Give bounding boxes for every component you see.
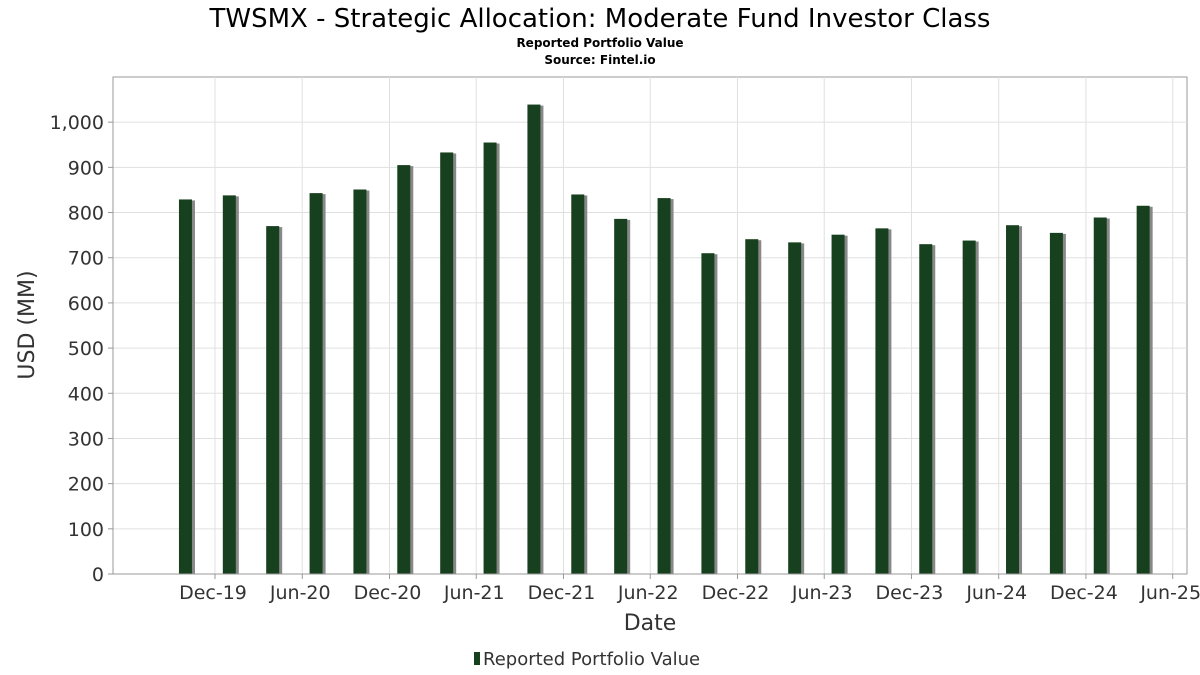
bar-fill	[1093, 217, 1107, 575]
x-tick-label: Jun-20	[269, 582, 331, 604]
chart-subtitle-1: Reported Portfolio Value	[516, 36, 683, 50]
x-tick-label: Jun-24	[965, 582, 1027, 604]
bar	[614, 218, 631, 574]
x-tick-label: Jun-22	[617, 582, 679, 604]
y-tick-label: 600	[68, 293, 104, 315]
bar-fill	[875, 228, 889, 575]
x-tick-label: Dec-21	[528, 582, 596, 604]
y-tick-label: 0	[92, 564, 104, 586]
y-ticks: 0 100 200 300 400 500 600 700 800 900 1,000	[50, 112, 113, 586]
legend-label: Reported Portfolio Value	[483, 649, 700, 670]
bar	[745, 239, 762, 574]
bar	[657, 198, 674, 574]
x-tick-label: Dec-22	[702, 582, 770, 604]
bar	[875, 228, 892, 575]
y-tick-label: 1,000	[50, 112, 104, 134]
bar-fill	[483, 142, 497, 574]
x-ticks: Dec-19 Jun-20 Dec-20 Jun-21 Dec-21 Jun-22 Dec-…	[179, 574, 1200, 604]
bar	[440, 152, 457, 574]
y-tick-label: 500	[68, 338, 104, 360]
x-tick-label: Dec-24	[1050, 582, 1118, 604]
legend-swatch	[474, 652, 480, 665]
bar	[1049, 232, 1066, 575]
y-tick-label: 700	[68, 248, 104, 270]
bar-fill	[440, 152, 454, 574]
bar	[919, 244, 936, 574]
y-axis-label: USD (MM)	[15, 270, 40, 379]
chart-title: TWSMX - Strategic Allocation: Moderate F…	[209, 4, 991, 34]
bar-fill	[1006, 225, 1020, 575]
bar-fill	[919, 244, 933, 574]
x-tick-label: Dec-20	[354, 582, 422, 604]
bar	[527, 104, 544, 574]
x-axis-label: Date	[624, 611, 677, 636]
chart-subtitle-2: Source: Fintel.io	[544, 53, 655, 67]
bar	[701, 253, 718, 574]
bars	[178, 104, 1153, 575]
y-tick-label: 300	[68, 428, 104, 450]
bar	[483, 142, 500, 574]
bar-fill	[745, 239, 759, 574]
bar	[397, 165, 414, 574]
bar	[1093, 217, 1110, 575]
y-tick-label: 800	[68, 203, 104, 225]
bar	[309, 193, 326, 574]
bar-fill	[657, 198, 671, 574]
bar-fill	[788, 242, 802, 574]
bar-fill	[178, 199, 192, 574]
bar-fill	[353, 189, 367, 574]
bar	[222, 195, 239, 575]
bar-fill	[222, 195, 236, 575]
y-tick-label: 900	[68, 157, 104, 179]
bar-fill	[397, 165, 411, 574]
bar	[266, 226, 283, 574]
bar-fill	[831, 234, 845, 574]
bar	[571, 194, 588, 575]
bar	[788, 242, 805, 574]
x-tick-label: Jun-21	[443, 582, 505, 604]
y-tick-label: 400	[68, 383, 104, 405]
x-tick-label: Jun-25	[1139, 582, 1200, 604]
bar	[962, 240, 979, 575]
bar-fill	[309, 193, 323, 574]
y-tick-label: 200	[68, 474, 104, 496]
bar-fill	[266, 226, 280, 574]
x-tick-label: Dec-19	[179, 582, 247, 604]
legend: Reported Portfolio Value	[474, 649, 700, 670]
y-tick-label: 100	[68, 519, 104, 541]
bar	[353, 189, 370, 574]
bar-fill	[1136, 205, 1150, 574]
bar	[831, 234, 848, 574]
bar-fill	[962, 240, 976, 575]
bar-fill	[614, 218, 628, 574]
bar-fill	[527, 104, 541, 574]
bar-fill	[1049, 232, 1063, 575]
bar	[178, 199, 195, 574]
x-tick-label: Dec-23	[876, 582, 944, 604]
bar	[1136, 205, 1153, 574]
x-tick-label: Jun-23	[791, 582, 853, 604]
bar-fill	[571, 194, 585, 575]
bar	[1006, 225, 1023, 575]
bar-fill	[701, 253, 715, 574]
